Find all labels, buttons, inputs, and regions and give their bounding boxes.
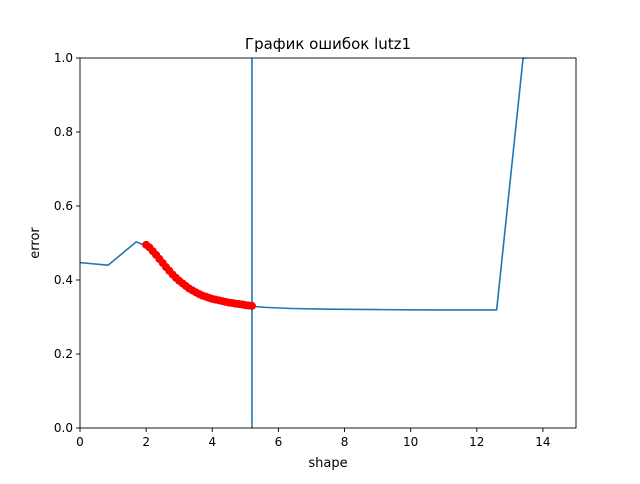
y-axis: 0.0 0.2 0.4 0.6 0.8 1.0 — [54, 51, 80, 435]
y-tick-label: 1.0 — [54, 51, 73, 65]
x-axis-label: shape — [308, 456, 347, 471]
scatter-point — [247, 301, 256, 310]
x-tick-label: 12 — [469, 435, 484, 449]
x-tick-label: 0 — [76, 435, 84, 449]
axes-frame — [79, 57, 577, 429]
x-tick-label: 4 — [208, 435, 216, 449]
x-axis: 0 2 4 6 8 10 12 14 — [76, 428, 551, 449]
y-tick-label: 0.8 — [54, 125, 73, 139]
y-tick-label: 0.0 — [54, 421, 73, 435]
chart-title: График ошибок lutz1 — [245, 35, 411, 53]
x-tick-label: 10 — [403, 435, 418, 449]
plot-area — [80, 58, 527, 428]
y-tick-label: 0.6 — [54, 199, 73, 213]
x-tick-label: 2 — [142, 435, 150, 449]
x-tick-label: 8 — [341, 435, 349, 449]
y-tick-label: 0.2 — [54, 347, 73, 361]
y-axis-label: error — [28, 227, 43, 259]
x-tick-label: 6 — [275, 435, 283, 449]
x-tick-label: 14 — [535, 435, 550, 449]
y-tick-label: 0.4 — [54, 273, 73, 287]
